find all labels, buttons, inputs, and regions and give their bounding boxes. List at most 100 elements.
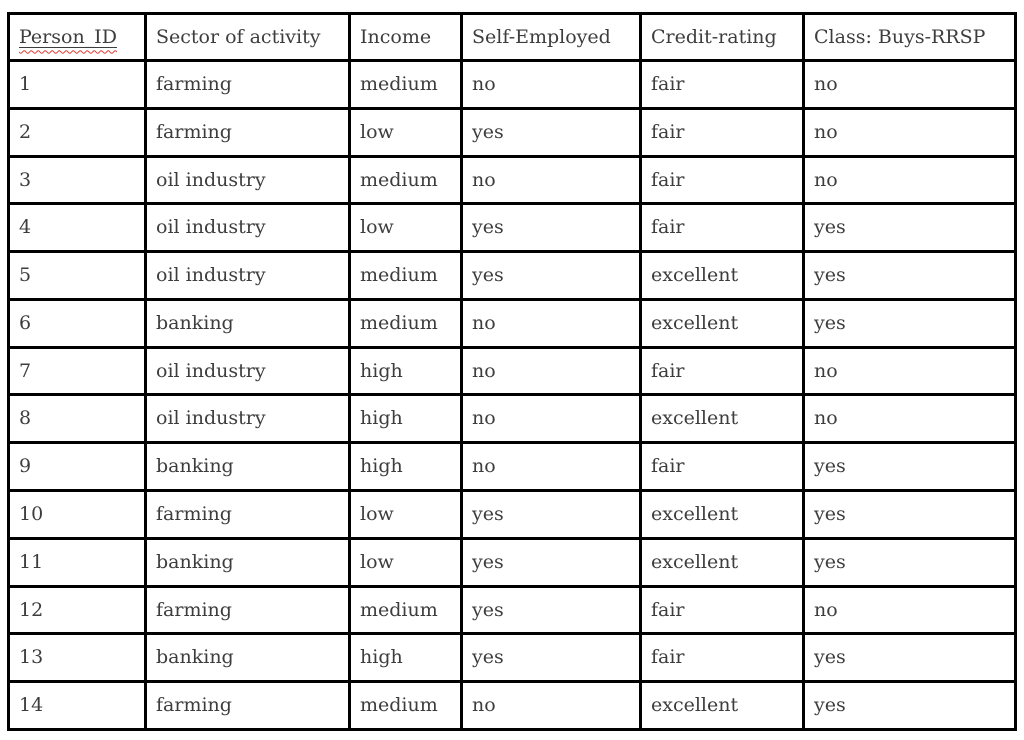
table-cell: high: [348, 632, 463, 684]
table-cell: low: [348, 106, 463, 158]
table-cell: excellent: [639, 393, 805, 445]
table-row: 2 farming low yes fair no: [7, 106, 1017, 158]
table-row: 1 farming medium no fair no: [7, 59, 1017, 110]
table-row: 8 oil industry high no excellent no: [7, 393, 1017, 445]
table-cell: high: [348, 393, 463, 445]
table-row: 12 farming medium yes fair no: [7, 584, 1017, 636]
table-cell: 5: [7, 250, 147, 301]
table-row: 13 banking high yes fair yes: [7, 632, 1017, 684]
table-row: 14 farming medium no excellent yes: [7, 680, 1017, 731]
header-row: Person_ID Sector of activity Income Self…: [7, 12, 1017, 62]
table-cell: 13: [7, 632, 147, 684]
table-cell: medium: [348, 584, 463, 636]
table-cell: yes: [802, 202, 1017, 254]
header-sector: Sector of activity: [144, 12, 351, 62]
table-cell: no: [460, 441, 642, 493]
table-cell: excellent: [639, 489, 805, 540]
table-cell: no: [460, 154, 642, 206]
table-cell: yes: [460, 632, 642, 684]
table-cell: high: [348, 345, 463, 397]
table-cell: medium: [348, 59, 463, 110]
table-cell: farming: [144, 489, 351, 540]
table-cell: farming: [144, 106, 351, 158]
spellcheck-underline: Person_ID: [19, 25, 117, 48]
table-cell: no: [802, 106, 1017, 158]
header-person-id: Person_ID: [7, 12, 147, 62]
table-cell: 1: [7, 59, 147, 110]
table-cell: no: [802, 59, 1017, 110]
table-cell: excellent: [639, 680, 805, 731]
table-cell: yes: [460, 250, 642, 301]
table-cell: no: [460, 345, 642, 397]
table-cell: 4: [7, 202, 147, 254]
table-cell: 10: [7, 489, 147, 540]
table-cell: yes: [460, 536, 642, 588]
table-cell: no: [460, 680, 642, 731]
table-cell: excellent: [639, 250, 805, 301]
table-cell: excellent: [639, 297, 805, 349]
table-cell: fair: [639, 632, 805, 684]
table-cell: 7: [7, 345, 147, 397]
table-row: 9 banking high no fair yes: [7, 441, 1017, 493]
table-cell: 6: [7, 297, 147, 349]
table-cell: yes: [802, 680, 1017, 731]
table-cell: fair: [639, 154, 805, 206]
table-cell: no: [460, 393, 642, 445]
table-row: 6 banking medium no excellent yes: [7, 297, 1017, 349]
table-cell: yes: [460, 202, 642, 254]
table-row: 11 banking low yes excellent yes: [7, 536, 1017, 588]
header-credit-rating: Credit-rating: [639, 12, 805, 62]
table-cell: yes: [802, 441, 1017, 493]
table-cell: banking: [144, 297, 351, 349]
table-cell: oil industry: [144, 202, 351, 254]
table-cell: no: [802, 154, 1017, 206]
table-row: 4 oil industry low yes fair yes: [7, 202, 1017, 254]
table-cell: banking: [144, 441, 351, 493]
table-cell: no: [460, 297, 642, 349]
table-cell: yes: [802, 297, 1017, 349]
table-cell: banking: [144, 632, 351, 684]
table-cell: low: [348, 489, 463, 540]
table-cell: 9: [7, 441, 147, 493]
table-cell: oil industry: [144, 345, 351, 397]
table-cell: fair: [639, 441, 805, 493]
table-cell: yes: [460, 584, 642, 636]
table-cell: no: [802, 584, 1017, 636]
table-cell: fair: [639, 106, 805, 158]
table-row: 10 farming low yes excellent yes: [7, 489, 1017, 540]
data-table: Person_ID Sector of activity Income Self…: [7, 12, 1017, 731]
header-self-employed: Self-Employed: [460, 12, 642, 62]
header-class-buys-rrsp: Class: Buys-RRSP: [802, 12, 1017, 62]
table-cell: fair: [639, 59, 805, 110]
table-cell: 14: [7, 680, 147, 731]
table-header: Person_ID Sector of activity Income Self…: [7, 12, 1017, 62]
table-cell: fair: [639, 584, 805, 636]
table-cell: banking: [144, 536, 351, 588]
table-cell: fair: [639, 345, 805, 397]
table-cell: low: [348, 202, 463, 254]
table-cell: medium: [348, 680, 463, 731]
table-cell: low: [348, 536, 463, 588]
table-cell: fair: [639, 202, 805, 254]
table-cell: high: [348, 441, 463, 493]
table-cell: medium: [348, 250, 463, 301]
table-cell: medium: [348, 154, 463, 206]
table-cell: oil industry: [144, 393, 351, 445]
table-cell: yes: [802, 489, 1017, 540]
table-cell: yes: [802, 250, 1017, 301]
table-cell: oil industry: [144, 250, 351, 301]
table-cell: no: [802, 345, 1017, 397]
table-cell: farming: [144, 59, 351, 110]
table-cell: 2: [7, 106, 147, 158]
table-cell: yes: [802, 536, 1017, 588]
table-cell: excellent: [639, 536, 805, 588]
table-cell: 8: [7, 393, 147, 445]
table-cell: yes: [460, 489, 642, 540]
table-body: 1 farming medium no fair no 2 farming low yes fair…: [7, 59, 1017, 731]
table-cell: yes: [802, 632, 1017, 684]
table-cell: oil industry: [144, 154, 351, 206]
table-cell: 11: [7, 536, 147, 588]
table-cell: 12: [7, 584, 147, 636]
header-person-id-label: Person_ID: [19, 26, 117, 48]
table-cell: yes: [460, 106, 642, 158]
